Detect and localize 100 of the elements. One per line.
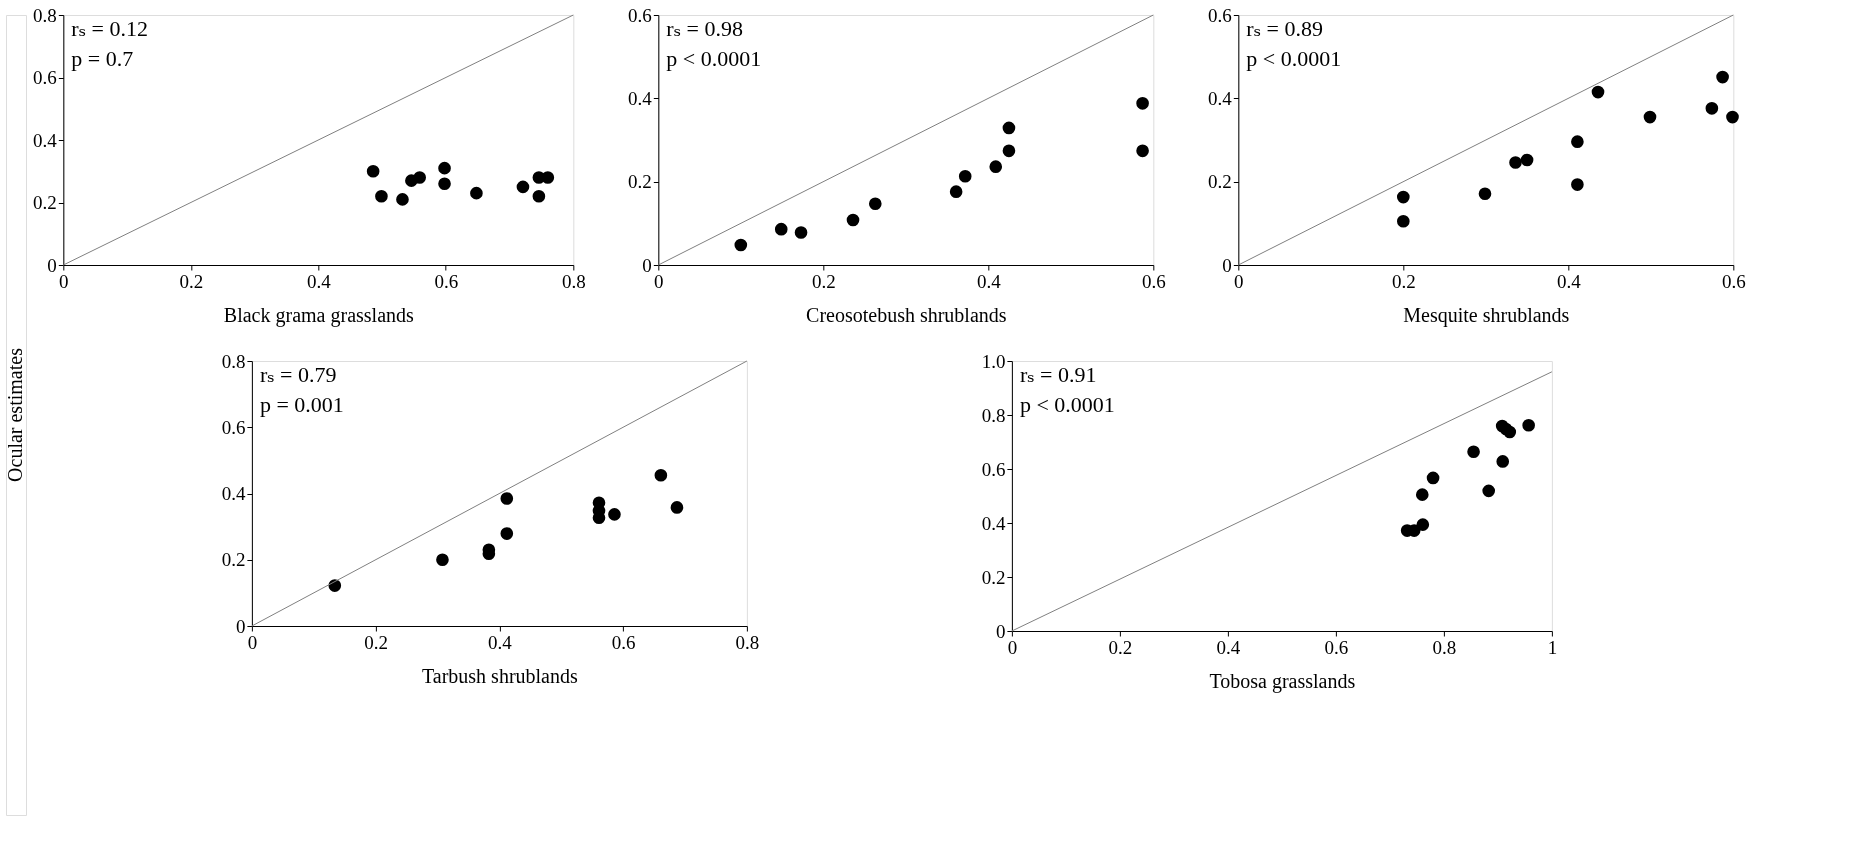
point [1520, 153, 1534, 167]
x-tick-label: 0.6 [1324, 636, 1349, 658]
y-tick-label: 0.8 [221, 350, 246, 372]
y-tick-label: 0.4 [628, 87, 653, 109]
point [470, 186, 483, 200]
x-axis-title: Tarbush shrublands [421, 664, 578, 687]
y-tick-label: 0.6 [981, 458, 1006, 480]
x-tick-label: 0.6 [1721, 270, 1746, 292]
point [1726, 110, 1739, 124]
y-tick-label: 0.8 [981, 404, 1006, 426]
y-tick-label: 0.2 [33, 192, 57, 213]
point [949, 185, 963, 198]
point [500, 492, 514, 505]
y-tick-label: 0 [642, 254, 652, 276]
y-tick-label: 0.6 [33, 67, 57, 88]
point [1643, 110, 1657, 124]
y-tick-label: 0.2 [1208, 171, 1232, 193]
point [366, 164, 380, 178]
point [1416, 518, 1430, 531]
y-tick-label: 0.6 [1208, 4, 1232, 26]
point [1002, 121, 1016, 135]
point [734, 238, 748, 252]
x-tick-label: 0.8 [735, 631, 760, 653]
point [1482, 484, 1496, 498]
x-tick-label: 0.4 [488, 631, 513, 653]
y-tick-label: 0 [47, 254, 57, 276]
y-tick-label: 0.8 [33, 4, 57, 26]
x-tick-label: 0.6 [611, 631, 636, 653]
point [532, 189, 546, 203]
point [1522, 418, 1535, 432]
x-axis-title: Creosotebush shrublands [806, 303, 1007, 326]
x-tick-label: 1 [1547, 636, 1558, 658]
point [868, 197, 882, 211]
annotation: p = 0.001 [259, 392, 344, 417]
annotation: rₛ = 0.79 [259, 362, 337, 387]
point [1716, 70, 1729, 84]
x-tick-label: 0.2 [1108, 636, 1133, 658]
point [396, 193, 409, 206]
x-tick-label: 0.2 [811, 270, 836, 292]
point [375, 189, 388, 203]
point [670, 501, 684, 514]
annotation: rₛ = 0.98 [666, 16, 743, 41]
point [654, 468, 668, 482]
point [1136, 97, 1149, 110]
point [1467, 445, 1480, 459]
point [794, 226, 808, 239]
point [438, 177, 451, 191]
y-tick-label: 0.2 [981, 566, 1006, 588]
x-tick-label: 0.4 [306, 270, 332, 292]
point [1426, 471, 1440, 485]
point [438, 161, 451, 175]
y-tick-label: 0 [235, 615, 246, 637]
y-tick-label: 1.0 [981, 350, 1006, 372]
annotation: rₛ = 0.12 [71, 16, 148, 41]
x-axis-title: Mesquite shrublands [1403, 303, 1570, 327]
point [516, 180, 530, 194]
point [500, 527, 514, 540]
y-tick-label: 0 [1222, 254, 1232, 276]
y-tick-label: 0.6 [221, 416, 246, 438]
point [958, 169, 972, 183]
x-tick-label: 0.2 [364, 631, 388, 653]
point [1415, 488, 1429, 501]
point [774, 222, 788, 236]
point [1002, 144, 1016, 158]
annotation: rₛ = 0.91 [1019, 362, 1097, 387]
annotation: p < 0.0001 [666, 46, 762, 71]
annotation: p = 0.7 [71, 46, 134, 71]
x-axis-title: Black grama grasslands [223, 303, 414, 327]
y-tick-label: 0.4 [981, 512, 1006, 534]
y-tick-label: 0.4 [33, 129, 58, 151]
point [541, 171, 555, 184]
point [1571, 178, 1584, 191]
y-tick-label: 0.2 [628, 171, 652, 193]
point [1478, 187, 1492, 201]
y-tick-label: 0.6 [628, 4, 652, 26]
point [608, 508, 621, 521]
y-tick-label: 0.4 [221, 483, 246, 504]
y-tick-label: 0.4 [1208, 87, 1233, 109]
point [413, 171, 426, 184]
annotation: p < 0.0001 [1019, 392, 1115, 417]
point [1509, 156, 1522, 169]
point [436, 553, 449, 567]
y-tick-label: 0.2 [221, 549, 246, 571]
point [1591, 85, 1605, 99]
point [989, 160, 1003, 173]
x-tick-label: 0.2 [1391, 270, 1416, 292]
x-tick-label: 0.8 [561, 270, 586, 292]
annotation: rₛ = 0.89 [1246, 16, 1323, 41]
point [1396, 214, 1410, 228]
point [1705, 102, 1719, 115]
x-tick-label: 0.6 [1141, 270, 1166, 292]
point [846, 213, 860, 227]
x-axis-title: Tobosa grasslands [1209, 669, 1356, 693]
point [1396, 190, 1410, 204]
x-tick-label: 0.6 [434, 270, 459, 292]
point [1571, 135, 1584, 148]
point [1496, 455, 1510, 468]
point [1499, 422, 1513, 436]
x-tick-label: 0.4 [1556, 270, 1582, 292]
x-tick-label: 0.8 [1432, 636, 1457, 658]
